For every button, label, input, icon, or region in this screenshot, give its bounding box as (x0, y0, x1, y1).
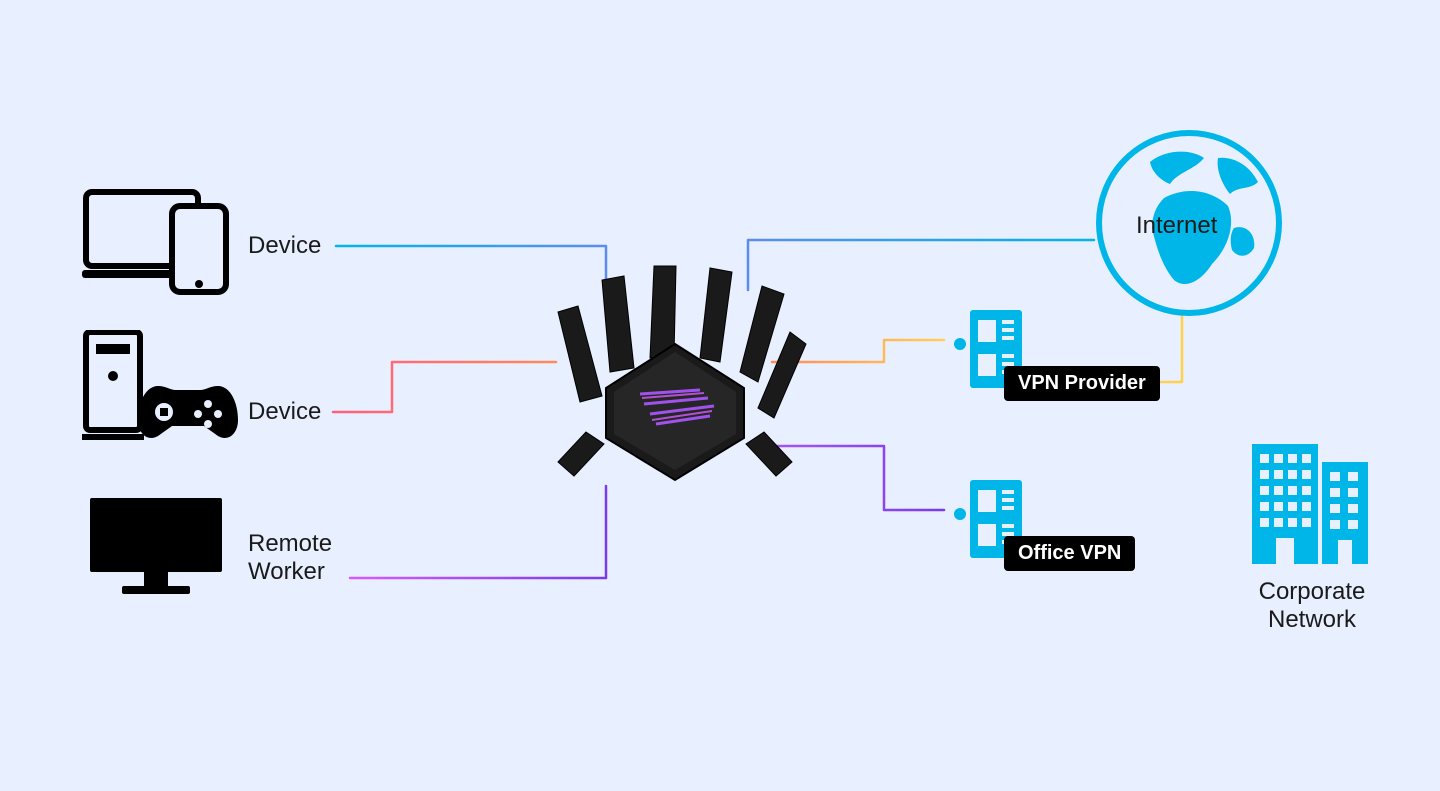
monitor-icon (86, 494, 226, 609)
office-vpn-badge: Office VPN (1004, 536, 1135, 571)
laptop-tablet-icon (82, 186, 232, 301)
internet-label: Internet (1136, 212, 1217, 240)
device1-label: Device (248, 232, 321, 260)
corporate-label: Corporate Network (1252, 578, 1372, 633)
buildings-icon (1252, 444, 1372, 579)
remote-label: Remote Worker (248, 530, 332, 585)
router-icon (540, 262, 810, 497)
device2-label: Device (248, 398, 321, 426)
vpn-provider-badge: VPN Provider (1004, 366, 1160, 401)
pc-gamepad-icon (82, 330, 242, 455)
